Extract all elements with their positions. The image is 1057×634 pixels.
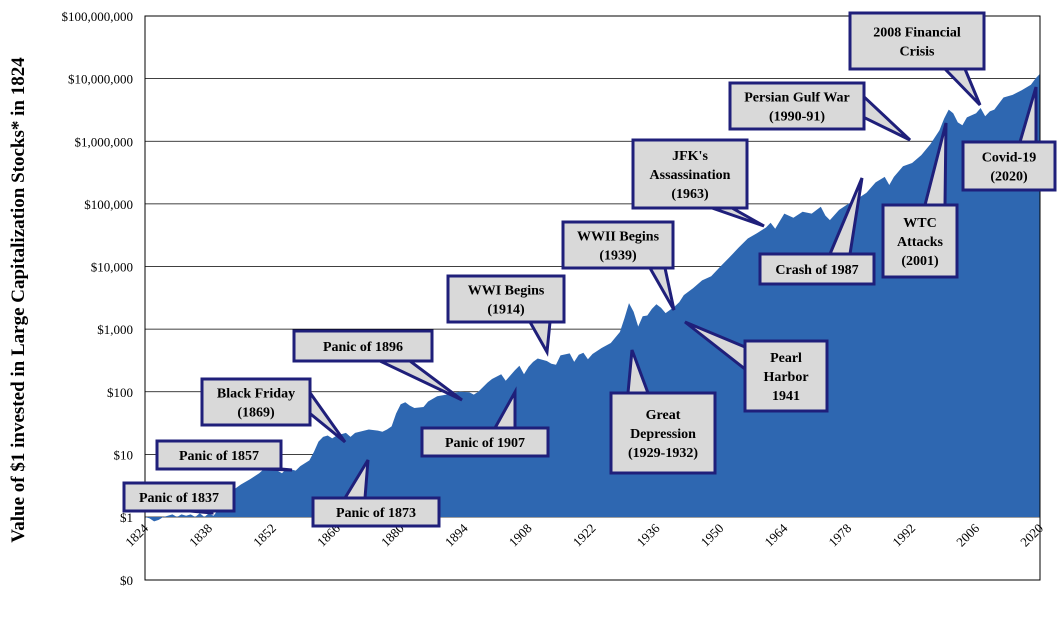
callout-box <box>122 481 236 513</box>
callout-label: Panic of 1857 <box>179 449 259 464</box>
callout-label: WWII Begins (1939) <box>577 230 660 264</box>
annotation-callouts: Panic of 1837 Panic of 1857 Black Friday (1… <box>122 11 1057 528</box>
callout-box <box>961 140 1057 192</box>
callout-box <box>200 377 312 427</box>
callout-label: Panic of 1873 <box>336 506 416 521</box>
x-tick-label: 1950 <box>697 521 726 550</box>
x-tick-label: 1978 <box>825 521 854 550</box>
y-tick-label: $100 <box>107 385 133 400</box>
plot-border <box>144 15 1041 581</box>
callout-label: Black Friday (1869) <box>217 387 295 421</box>
callout-box <box>292 329 434 363</box>
callout-label: Crash of 1987 <box>775 263 858 278</box>
callout-label: Covid-19 (2020) <box>982 151 1036 185</box>
x-tick-label: 1852 <box>250 521 279 550</box>
callout-12: Persian Gulf War (1990-91) <box>728 81 912 142</box>
callout-label: 2008 Financial Crisis <box>873 26 961 60</box>
callout-label: WWI Begins (1914) <box>468 284 545 318</box>
plot-frame <box>144 15 1041 581</box>
callout-label: Panic of 1907 <box>445 436 525 451</box>
y-tick-label: $10 <box>114 447 134 462</box>
callout-box <box>631 138 749 210</box>
callout-5: Panic of 1907 <box>420 386 550 458</box>
callout-pointer <box>527 320 552 357</box>
callout-label: Panic of 1837 <box>139 491 219 506</box>
callout-2: Black Friday (1869) <box>200 377 347 444</box>
x-tick-label: 1936 <box>634 520 663 549</box>
callout-box <box>446 274 566 324</box>
y-axis-ticks: $0 $1 $10 $100 $1,000 $10,000 $100,000 $1,000,0… <box>62 9 134 588</box>
callout-label: Panic of 1896 <box>323 340 403 355</box>
callout-10: JFK's Assassination (1963) <box>631 138 765 228</box>
callout-box <box>420 426 550 458</box>
callout-4: Panic of 1896 <box>292 329 463 402</box>
callout-pointer <box>862 93 912 142</box>
y-tick-label: $1,000 <box>97 322 133 337</box>
y-tick-label: $1,000,000 <box>75 134 134 149</box>
callout-7: Great Depression (1929-1932) <box>609 349 717 475</box>
callout-box <box>881 203 959 279</box>
x-axis-ticks: 1824 1838 1852 1866 1880 1894 1908 1922 1936 1950… <box>122 520 1046 549</box>
callout-box <box>155 439 283 471</box>
callout-box <box>728 81 866 131</box>
callout-11: Crash of 1987 <box>758 177 876 286</box>
callout-9: Pearl Harbor 1941 <box>684 320 829 413</box>
x-tick-label: 1992 <box>889 521 918 550</box>
callout-box <box>609 391 717 475</box>
callout-box <box>758 252 876 286</box>
y-tick-label: $100,000,000 <box>62 9 134 24</box>
x-tick-label: 1894 <box>442 520 471 549</box>
callout-box <box>743 339 829 413</box>
x-tick-label: 1964 <box>761 520 790 549</box>
callout-8: WWII Begins (1939) <box>561 220 676 311</box>
x-tick-label: 2020 <box>1017 521 1046 550</box>
callout-pointer <box>379 359 463 402</box>
callout-3: Panic of 1873 <box>311 459 441 528</box>
y-tick-label: $1 <box>120 510 133 525</box>
callout-label: Pearl Harbor 1941 <box>763 351 808 404</box>
y-tick-label: $100,000 <box>84 197 133 212</box>
y-tick-label: $10,000 <box>91 260 133 275</box>
callout-pointer <box>941 67 982 107</box>
y-tick-label: $0 <box>120 573 133 588</box>
x-tick-label: 1838 <box>186 521 215 550</box>
callout-box <box>561 220 675 270</box>
callout-13: WTC Attacks (2001) <box>881 122 959 279</box>
x-tick-label: 1908 <box>506 521 535 550</box>
callout-6: WWI Begins (1914) <box>446 274 566 357</box>
callout-label: WTC Attacks (2001) <box>897 216 943 269</box>
callout-pointer <box>647 266 676 311</box>
callout-pointer <box>308 388 347 444</box>
x-tick-label: 1922 <box>570 521 599 550</box>
callout-pointer <box>711 206 765 228</box>
callout-14: 2008 Financial Crisis <box>848 11 986 107</box>
callout-box <box>848 11 986 71</box>
x-tick-label: 2006 <box>953 520 982 549</box>
callout-label: JFK's Assassination (1963) <box>650 149 731 202</box>
callout-15: Covid-19 (2020) <box>961 86 1057 192</box>
callout-label: Great Depression (1929-1932) <box>628 408 698 461</box>
y-tick-label: $10,000,000 <box>68 72 133 87</box>
callout-1: Panic of 1857 <box>155 439 293 472</box>
callout-0: Panic of 1837 <box>122 481 236 515</box>
callout-label: Persian Gulf War (1990-91) <box>744 91 850 125</box>
y-axis-label: Value of $1 invested in Large Capitaliza… <box>8 57 29 543</box>
callout-box <box>311 496 441 528</box>
